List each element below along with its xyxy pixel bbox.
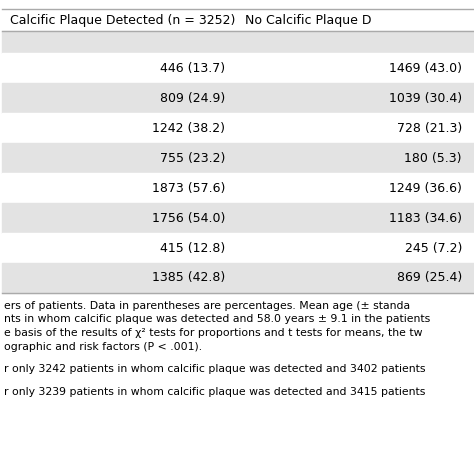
Text: 809 (24.9): 809 (24.9) bbox=[160, 91, 225, 104]
Text: 1756 (54.0): 1756 (54.0) bbox=[152, 211, 225, 225]
Text: ers of patients. Data in parentheses are percentages. Mean age (± standa: ers of patients. Data in parentheses are… bbox=[4, 301, 410, 311]
Text: 728 (21.3): 728 (21.3) bbox=[397, 121, 462, 135]
Bar bbox=[2, 83, 474, 113]
Text: r only 3242 patients in whom calcific plaque was detected and 3402 patients: r only 3242 patients in whom calcific pl… bbox=[4, 365, 426, 374]
Text: 1242 (38.2): 1242 (38.2) bbox=[152, 121, 225, 135]
Text: 1469 (43.0): 1469 (43.0) bbox=[389, 62, 462, 74]
Bar bbox=[2, 203, 474, 233]
Text: ographic and risk factors (P < .001).: ographic and risk factors (P < .001). bbox=[4, 341, 202, 352]
Text: 180 (5.3): 180 (5.3) bbox=[404, 152, 462, 164]
Text: No Calcific Plaque D: No Calcific Plaque D bbox=[245, 13, 372, 27]
Text: 1873 (57.6): 1873 (57.6) bbox=[152, 182, 225, 194]
Text: e basis of the results of χ² tests for proportions and t tests for means, the tw: e basis of the results of χ² tests for p… bbox=[4, 328, 422, 338]
Text: 1039 (30.4): 1039 (30.4) bbox=[389, 91, 462, 104]
Text: 869 (25.4): 869 (25.4) bbox=[397, 272, 462, 284]
Text: 755 (23.2): 755 (23.2) bbox=[160, 152, 225, 164]
Text: 245 (7.2): 245 (7.2) bbox=[405, 241, 462, 255]
Bar bbox=[2, 233, 474, 263]
Text: 1385 (42.8): 1385 (42.8) bbox=[152, 272, 225, 284]
Text: 1249 (36.6): 1249 (36.6) bbox=[389, 182, 462, 194]
Bar bbox=[2, 113, 474, 143]
Bar bbox=[2, 31, 474, 53]
Bar bbox=[2, 9, 474, 31]
Text: 415 (12.8): 415 (12.8) bbox=[160, 241, 225, 255]
Text: r only 3239 patients in whom calcific plaque was detected and 3415 patients: r only 3239 patients in whom calcific pl… bbox=[4, 387, 425, 397]
Bar bbox=[2, 53, 474, 83]
Bar bbox=[2, 263, 474, 293]
Text: Calcific Plaque Detected (n = 3252): Calcific Plaque Detected (n = 3252) bbox=[10, 13, 236, 27]
Bar bbox=[2, 173, 474, 203]
Text: nts in whom calcific plaque was detected and 58.0 years ± 9.1 in the patients: nts in whom calcific plaque was detected… bbox=[4, 315, 430, 325]
Text: 446 (13.7): 446 (13.7) bbox=[160, 62, 225, 74]
Text: 1183 (34.6): 1183 (34.6) bbox=[389, 211, 462, 225]
Bar bbox=[2, 143, 474, 173]
